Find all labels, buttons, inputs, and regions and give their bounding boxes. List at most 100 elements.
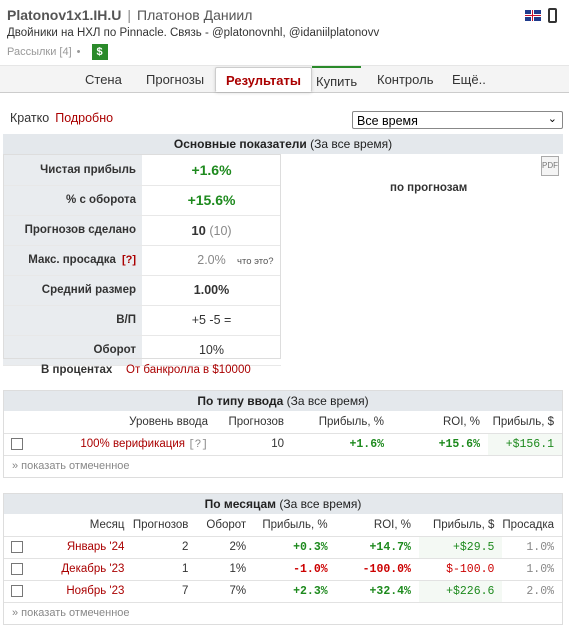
stat-label: Оборот	[3, 335, 142, 366]
dot-separator: •	[76, 45, 81, 58]
row-checkbox[interactable]	[11, 437, 23, 450]
profile-description: Двойники на НХЛ по Pinnacle. Связь - @pl…	[7, 27, 380, 39]
tab-forecasts[interactable]: Прогнозы	[146, 72, 205, 87]
profile-header: Platonov1x1.IH.U | Платонов Даниил Двойник…	[0, 0, 569, 66]
profit-usd-cell: +$226.6	[418, 580, 503, 603]
stat-row: Макс. просадка [?] 2.0%	[3, 245, 281, 276]
stat-label: В/П	[3, 305, 142, 336]
table-header-row: Месяц Прогнозов Оборот Прибыль, % ROI, %…	[4, 514, 562, 537]
tab-results[interactable]: Результаты	[215, 67, 312, 92]
level-help-link[interactable]: [?]	[188, 438, 208, 451]
turnover-profit-value: +15.6%	[187, 192, 236, 208]
row-checkbox[interactable]	[10, 540, 23, 553]
roi-cell: -100.0%	[335, 558, 419, 581]
col-roi: ROI, %	[392, 411, 488, 434]
by-month-table: Месяц Прогнозов Оборот Прибыль, % ROI, %…	[4, 514, 562, 603]
by-month-header: По месяцам (За все время)	[4, 494, 562, 514]
subscriptions-link[interactable]: Рассылки [4]	[7, 45, 72, 58]
col-turnover: Оборот	[196, 514, 255, 537]
by-type-header: По типу ввода (За все время)	[4, 391, 562, 411]
count-cell: 1	[132, 558, 197, 581]
dollar-icon[interactable]: $	[91, 44, 108, 60]
main-stats-header: Основные показатели (За все время)	[3, 134, 563, 154]
level-link[interactable]: 100% верификация	[80, 437, 185, 450]
win-loss-value: +5 -5 =	[191, 313, 232, 327]
turnover-cell: 2%	[196, 536, 255, 559]
table-header-row: Уровень ввода Прогнозов Прибыль, % ROI, …	[4, 411, 562, 434]
main-stats-table: Чистая прибыль +1.6% % с оборота +15.6% Пр…	[3, 155, 281, 366]
title-separator: |	[127, 7, 132, 23]
col-profit-usd: Прибыль, $	[418, 514, 503, 537]
main-stats-title: Основные показатели	[173, 137, 307, 151]
month-link[interactable]: Январь '24	[66, 541, 125, 553]
max-drawdown-label: Макс. просадка	[28, 254, 116, 266]
mode-detailed[interactable]: Подробно	[55, 111, 114, 125]
pdf-icon[interactable]: PDF	[541, 156, 559, 176]
uk-flag-icon[interactable]	[525, 10, 541, 21]
drawdown-help-link[interactable]: [?]	[121, 254, 136, 266]
profit-pct-cell: +2.3%	[254, 580, 336, 603]
col-count: Прогнозов	[132, 514, 197, 537]
profile-nick-link[interactable]: Platonov1x1.IH.U	[7, 7, 122, 23]
row-checkbox[interactable]	[10, 562, 23, 575]
main-stats-box: Основные показатели (За все время)	[3, 134, 563, 359]
row-checkbox[interactable]	[10, 584, 23, 597]
month-link[interactable]: Ноябрь '23	[66, 585, 125, 597]
stat-label: Средний размер	[3, 275, 142, 306]
show-marked-link[interactable]: » показать отмеченное	[12, 606, 130, 619]
col-drawdown: Просадка	[502, 514, 562, 537]
drawdown-cell: 1.0%	[502, 558, 562, 581]
stat-row: Оборот 10%	[3, 335, 281, 366]
max-drawdown-value: 2.0%	[197, 253, 226, 267]
profit-pct-cell: -1.0%	[254, 558, 336, 581]
by-month-title: По месяцам	[204, 497, 277, 511]
units-percent-option[interactable]: В процентах	[41, 364, 113, 376]
main-nav: Стена Прогнозы Результаты Купить Контрол…	[0, 66, 569, 93]
what-is-this-link[interactable]: что это?	[237, 256, 274, 267]
count-cell: 7	[132, 580, 197, 603]
col-roi: ROI, %	[335, 514, 419, 537]
units-bankroll-option[interactable]: От банкролла в $10000	[126, 364, 251, 376]
by-month-period: (За все время)	[279, 497, 362, 511]
tab-more[interactable]: Ещё..	[452, 72, 486, 87]
mobile-phone-icon[interactable]	[548, 8, 557, 23]
stat-row: Прогнозов сделано 10 (10)	[3, 215, 281, 246]
roi-cell: +14.7%	[335, 536, 419, 559]
profile-title: Platonov1x1.IH.U | Платонов Даниил	[7, 7, 252, 23]
stat-label: Прогнозов сделано	[3, 215, 142, 246]
count-cell: 2	[132, 536, 197, 559]
period-select-value: Все время	[357, 114, 418, 128]
profit-pct-cell: +1.6%	[292, 433, 392, 456]
turnover-cell: 7%	[196, 580, 255, 603]
drawdown-cell: 1.0%	[502, 536, 562, 559]
stat-label: Макс. просадка [?]	[3, 245, 142, 276]
view-mode-switch: Кратко Подробно	[10, 111, 113, 125]
month-link[interactable]: Декабрь '23	[61, 563, 125, 575]
tab-buy[interactable]: Купить	[312, 66, 362, 93]
period-select[interactable]: Все время ⌄	[352, 111, 563, 129]
turnover-value: 10%	[198, 343, 225, 357]
stat-row: Чистая прибыль +1.6%	[3, 155, 281, 186]
col-profit-pct: Прибыль, %	[292, 411, 392, 434]
forecasts-count-value: 10	[191, 222, 206, 238]
show-marked-link[interactable]: » показать отмеченное	[12, 459, 130, 472]
profit-pct-cell: +0.3%	[254, 536, 336, 559]
by-type-table: Уровень ввода Прогнозов Прибыль, % ROI, …	[4, 411, 562, 456]
tab-control[interactable]: Контроль	[377, 72, 434, 87]
net-profit-value: +1.6%	[191, 161, 232, 178]
profile-name: Платонов Даниил	[137, 7, 253, 23]
by-type-title: По типу ввода	[197, 394, 284, 408]
mode-brief[interactable]: Кратко	[10, 111, 50, 125]
stat-label: % с оборота	[3, 185, 142, 216]
profit-usd-cell: +$29.5	[418, 536, 503, 559]
table-row: Ноябрь '23 7 7% +2.3% +32.4% +$226.6 2.0%	[4, 580, 562, 603]
col-month: Месяц	[29, 514, 133, 537]
by-forecasts-label: по прогнозам	[390, 182, 468, 194]
stat-label: Чистая прибыль	[3, 155, 142, 186]
roi-cell: +32.4%	[335, 580, 419, 603]
main-stats-period: (За все время)	[310, 137, 393, 151]
avg-size-value: 1.00%	[193, 283, 230, 297]
tab-wall[interactable]: Стена	[85, 72, 122, 87]
table-row: 100% верификация [?] 10 +1.6% +15.6% +$1…	[4, 433, 562, 456]
count-cell: 10	[216, 433, 292, 456]
